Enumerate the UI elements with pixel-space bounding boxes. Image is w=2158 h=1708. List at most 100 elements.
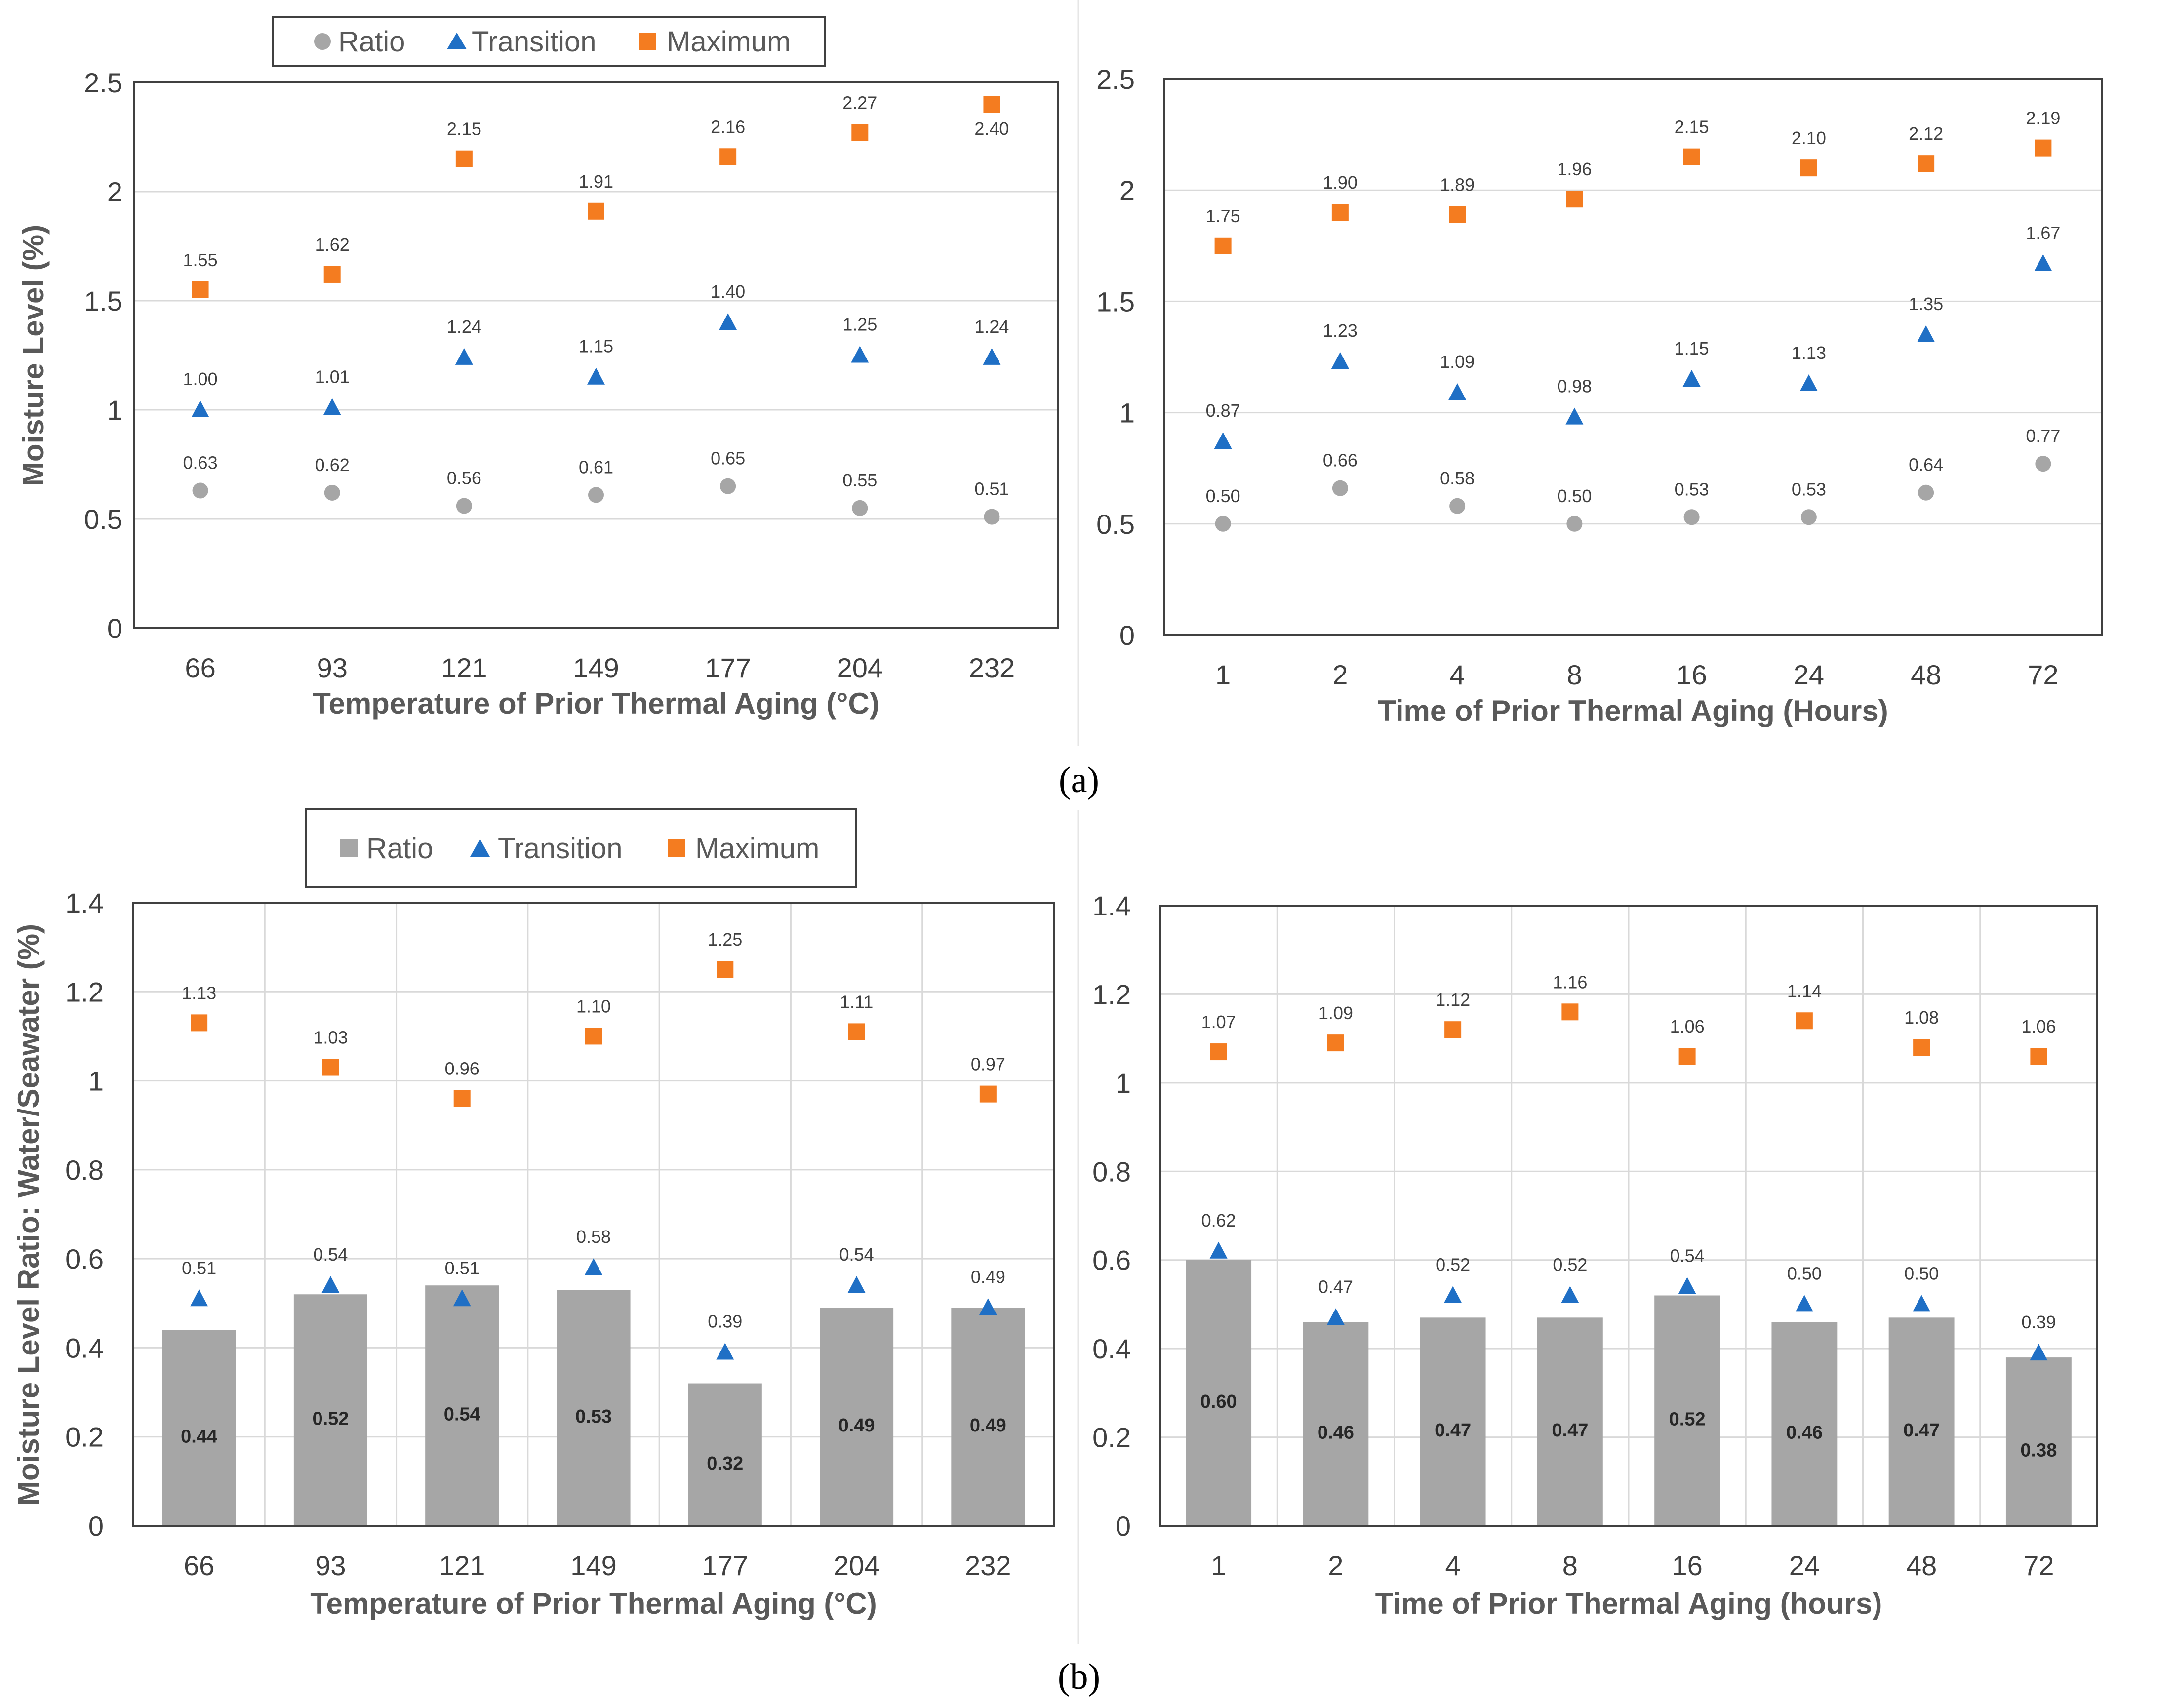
ratio-point	[588, 487, 604, 503]
maximum-point	[1327, 1034, 1344, 1052]
x-tick-label: 2	[1328, 1550, 1343, 1581]
y-tick-label: 0.5	[1096, 509, 1135, 540]
maximum-point-label: 0.97	[971, 1054, 1005, 1074]
transition-point	[719, 313, 737, 330]
legend-a: Ratio Transition Maximum	[272, 16, 826, 67]
ratio-bar	[293, 1294, 367, 1526]
y-tick-label: 1.4	[65, 887, 104, 918]
ratio-bar-label: 0.47	[1552, 1420, 1588, 1441]
ratio-bar-label: 0.38	[2020, 1440, 2057, 1461]
ratio-point	[852, 500, 868, 516]
transition-point-label: 0.50	[1904, 1263, 1939, 1283]
ratio-point	[984, 509, 1000, 525]
transition-point	[455, 348, 473, 365]
x-tick-label: 24	[1789, 1550, 1820, 1581]
legend-b-ratio-label: Ratio	[366, 833, 433, 865]
ratio-point-label: 0.65	[711, 448, 745, 469]
transition-point	[1326, 1308, 1345, 1325]
x-tick-label: 66	[184, 1550, 214, 1581]
x-tick-label: 8	[1567, 659, 1582, 690]
ratio-point-label: 0.64	[1909, 455, 1943, 475]
transition-point-label: 1.09	[1440, 352, 1475, 372]
x-tick-label: 121	[441, 652, 487, 683]
legend-a-maximum-marker	[639, 33, 656, 50]
x-tick-label: 93	[317, 652, 348, 683]
ratio-bar	[1186, 1260, 1252, 1526]
ratio-point	[1215, 516, 1231, 532]
x-tick-label: 204	[837, 652, 883, 683]
ratio-bar-label: 0.60	[1200, 1391, 1237, 1412]
ratio-point	[2035, 456, 2051, 472]
maximum-point-label: 1.13	[182, 983, 216, 1003]
maximum-point-label: 2.27	[842, 93, 877, 113]
maximum-point-label: 1.14	[1787, 981, 1822, 1001]
ratio-point-label: 0.61	[579, 457, 613, 477]
transition-point-label: 1.00	[183, 369, 218, 389]
ratio-bar	[820, 1308, 894, 1526]
legend-a-transition-label: Transition	[472, 26, 597, 58]
maximum-point	[1566, 191, 1583, 208]
ratio-point	[1683, 509, 1700, 525]
x-tick-label: 16	[1672, 1550, 1702, 1581]
legend-b-transition-marker	[470, 839, 490, 857]
y-tick-label: 0	[1116, 1510, 1131, 1542]
transition-point-label: 1.67	[2026, 223, 2060, 243]
y-tick-label: 0	[1119, 620, 1135, 651]
y-tick-label: 1.5	[84, 285, 122, 317]
legend-b-frame	[305, 808, 857, 888]
y-tick-label: 1.4	[1092, 890, 1131, 921]
ratio-bar	[557, 1290, 631, 1526]
x-tick-label: 1	[1215, 659, 1231, 690]
ratio-bar-label: 0.54	[444, 1404, 480, 1425]
maximum-point-label: 2.40	[974, 119, 1009, 139]
maximum-point	[1678, 1048, 1696, 1065]
transition-point-label: 1.01	[315, 367, 350, 387]
ratio-bar	[688, 1383, 762, 1526]
maximum-point-label: 2.15	[1675, 117, 1709, 137]
transition-point-label: 0.52	[1553, 1254, 1587, 1274]
x-axis-label: Time of Prior Thermal Aging (Hours)	[1378, 694, 1888, 727]
x-tick-label: 8	[1562, 1550, 1578, 1581]
y-tick-label: 0.8	[65, 1154, 104, 1186]
ratio-bar-label: 0.32	[707, 1453, 743, 1474]
maximum-point	[192, 281, 209, 298]
y-tick-label: 0.4	[65, 1332, 104, 1363]
maximum-point	[851, 124, 869, 141]
ratio-bar	[1654, 1295, 1720, 1526]
legend-a-frame	[272, 16, 826, 67]
maximum-point	[2030, 1048, 2047, 1065]
transition-point-label: 0.54	[1670, 1246, 1705, 1266]
x-tick-label: 232	[969, 652, 1015, 683]
ratio-point	[720, 478, 736, 494]
y-tick-label: 0.2	[65, 1422, 104, 1453]
maximum-point	[1918, 155, 1935, 172]
legend-a-maximum-label: Maximum	[667, 26, 791, 58]
transition-point	[1561, 1286, 1579, 1303]
ratio-point-label: 0.50	[1206, 486, 1240, 506]
transition-point-label: 0.51	[445, 1258, 480, 1278]
ratio-bar	[2005, 1357, 2072, 1526]
maximum-point-label: 1.08	[1904, 1007, 1939, 1028]
maximum-point	[2035, 139, 2052, 157]
legend-a-ratio-marker	[314, 33, 331, 50]
x-axis-label: Temperature of Prior Thermal Aging (°C)	[313, 687, 879, 720]
ratio-bar-label: 0.44	[181, 1427, 217, 1447]
transition-point-label: 0.39	[2021, 1312, 2056, 1332]
ratio-bar	[162, 1330, 236, 1526]
maximum-point	[719, 148, 737, 165]
y-tick-label: 2	[107, 176, 122, 207]
maximum-point	[983, 96, 1000, 113]
ratio-point-label: 0.50	[1557, 486, 1592, 506]
maximum-point-label: 1.55	[183, 250, 218, 270]
maximum-point	[322, 1059, 339, 1076]
ratio-point	[1566, 516, 1583, 532]
legend-a-transition-marker	[447, 33, 467, 49]
transition-point	[1448, 383, 1467, 400]
ratio-point-label: 0.53	[1675, 479, 1709, 499]
ratio-point-label: 0.55	[842, 470, 877, 490]
x-tick-label: 66	[185, 652, 215, 683]
maximum-point-label: 2.10	[1792, 128, 1826, 148]
maximum-point	[1800, 159, 1817, 177]
transition-point-label: 1.23	[1323, 320, 1358, 341]
y-tick-label: 1.2	[65, 976, 104, 1007]
